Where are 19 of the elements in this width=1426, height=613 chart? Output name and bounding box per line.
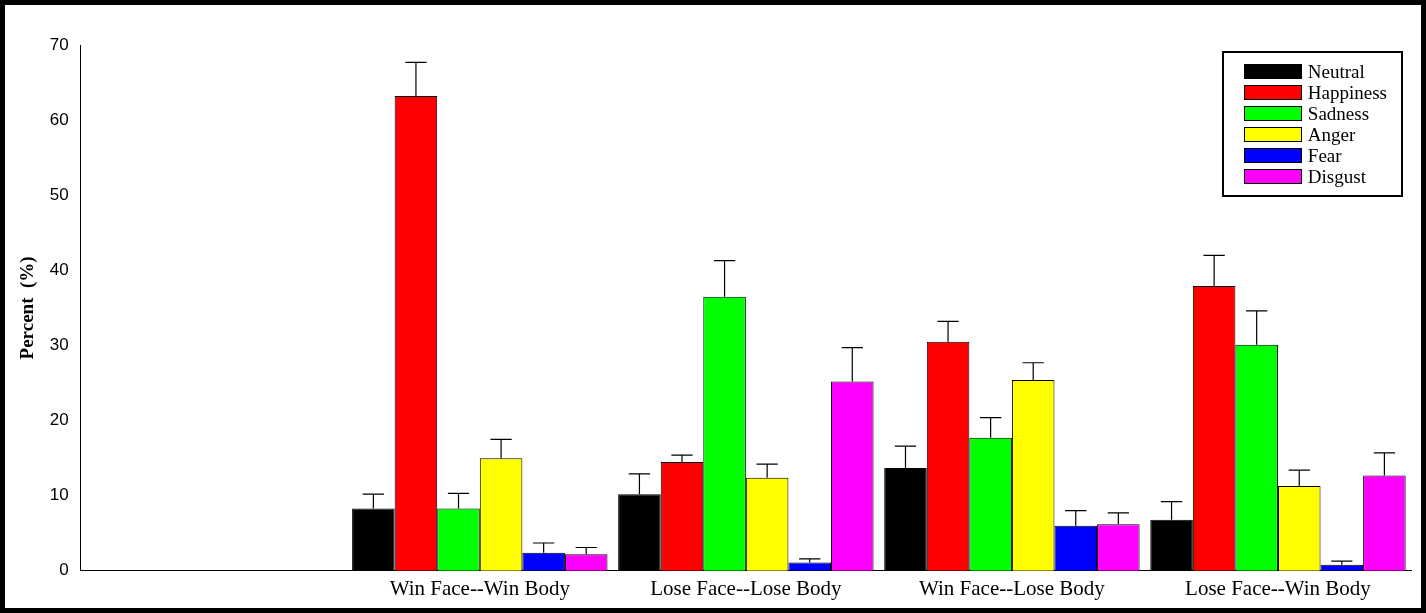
y-tick-label: 20 xyxy=(49,410,69,430)
legend-label: Anger xyxy=(1307,124,1356,145)
y-tick-label: 0 xyxy=(59,560,69,580)
y-tick-label: 50 xyxy=(49,184,69,204)
legend-label: Sadness xyxy=(1307,103,1370,124)
legend-label: Neutral xyxy=(1307,61,1365,82)
legend-label: Disgust xyxy=(1307,166,1366,187)
y-tick-label: 30 xyxy=(49,335,69,355)
y-tick-label: 10 xyxy=(49,485,69,505)
legend-label: Fear xyxy=(1307,145,1342,166)
y-tick-label: 60 xyxy=(49,109,69,129)
y-tick-label: 70 xyxy=(49,34,69,54)
x-tick-label: Lose Face--Lose Body xyxy=(650,575,842,600)
x-tick-label: Win Face--Lose Body xyxy=(919,575,1106,600)
legend-label: Happiness xyxy=(1307,82,1387,103)
x-tick-label: Win Face--Win Body xyxy=(389,575,571,600)
x-tick-label: Lose Face--Win Body xyxy=(1185,575,1372,600)
y-tick-label: 40 xyxy=(49,260,69,280)
y-axis-title: Percent (%) xyxy=(16,256,39,360)
